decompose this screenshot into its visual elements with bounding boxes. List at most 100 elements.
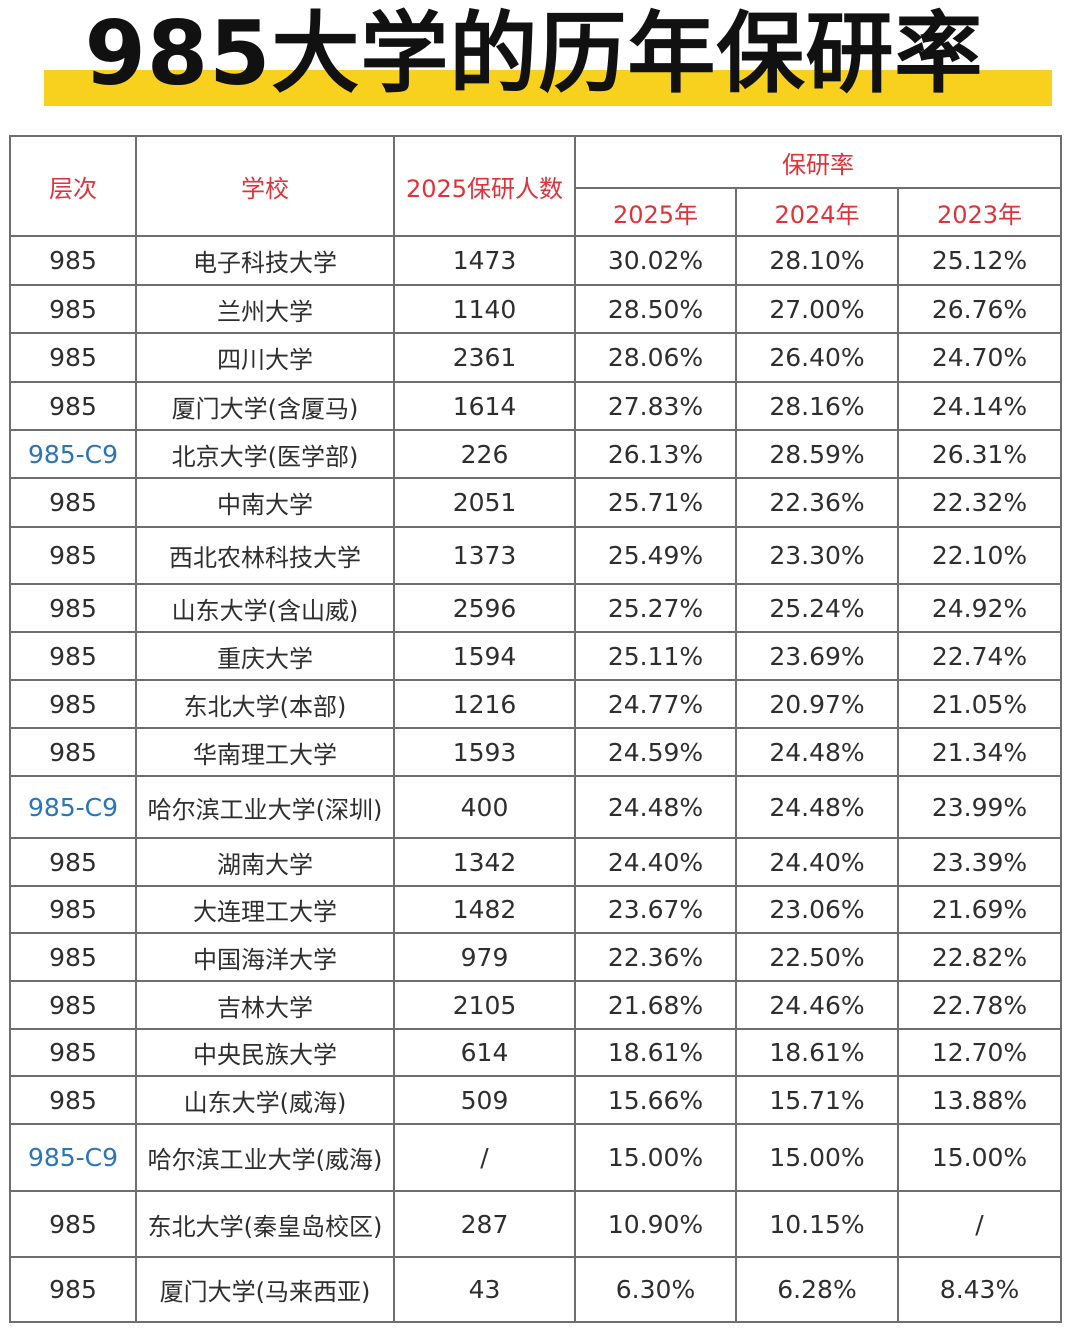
cell-rate-2023: 24.92% [896,583,1063,633]
cell-rate-2023: 26.76% [896,284,1063,334]
cell-tier: 985 [9,1190,137,1258]
table-row: 985 山东大学(威海) 509 15.66% 15.71% 13.88% [9,1075,1063,1125]
table-row: 985 山东大学(含山威) 2596 25.27% 25.24% 24.92% [9,583,1063,633]
cell-rate-2025: 25.71% [574,477,737,528]
cell-school: 山东大学(含山威) [135,583,395,633]
cell-rate-2023: 23.99% [896,775,1063,839]
table-row: 985-C9 哈尔滨工业大学(威海)/15.00% 15.00% 15.00% [9,1123,1063,1192]
cell-tier: 985 [9,932,137,982]
cell-rate-2025: 6.30% [574,1256,737,1323]
cell-school: 兰州大学 [135,284,395,334]
cell-tier: 985 [9,332,137,383]
cell-school: 厦门大学(马来西亚) [135,1256,395,1323]
cell-rate-2023: 25.12% [896,235,1063,286]
cell-rate-2023: 24.14% [896,381,1063,431]
title-area: 985大学的历年保研率 [0,0,1068,112]
cell-rate-2024: 23.69% [735,631,899,681]
header-rate-group: 保研率 [573,135,1063,189]
cell-rate-2024: 24.48% [735,775,899,839]
cell-count: 1216 [393,679,576,729]
cell-rate-2023: 24.70% [896,332,1063,383]
cell-rate-2025: 15.00% [574,1123,737,1192]
cell-tier: 985 [9,1075,137,1125]
cell-rate-2024: 24.40% [735,837,899,887]
cell-rate-2024: 24.48% [735,727,899,777]
cell-rate-2023: 22.32% [896,477,1063,528]
cell-tier: 985 [9,631,137,681]
table-row: 985 东北大学(本部) 1216 24.77% 20.97% 21.05% [9,679,1063,729]
cell-rate-2025: 26.13% [574,429,737,479]
cell-rate-2023: 12.70% [896,1028,1063,1077]
cell-rate-2024: 20.97% [735,679,899,729]
cell-school: 四川大学 [135,332,395,383]
cell-count: 1140 [393,284,576,334]
table-row: 985 西北农林科技大学 1373 25.49% 23.30% 22.10% [9,526,1063,585]
table-row: 985-C9 北京大学(医学部) 226 26.13% 28.59% 26.31% [9,429,1063,479]
cell-tier: 985 [9,583,137,633]
cell-count: 43 [393,1256,576,1323]
cell-count: 2051 [393,477,576,528]
cell-rate-2024: 25.24% [735,583,899,633]
table-row: 985-C9 哈尔滨工业大学(深圳) 400 24.48% 24.48% 23.99% [9,775,1063,839]
table-row: 985 四川大学 2361 28.06% 26.40% 24.70% [9,332,1063,383]
cell-school: 厦门大学(含厦马) [135,381,395,431]
cell-rate-2024: 24.46% [735,980,899,1030]
table-row: 985 厦门大学(马来西亚) 43 6.30% 6.28% 8.43% [9,1256,1063,1323]
cell-count: / [393,1123,576,1192]
cell-rate-2023: 13.88% [896,1075,1063,1125]
cell-rate-2025: 28.06% [574,332,737,383]
cell-count: 2105 [393,980,576,1030]
table-row: 985 大连理工大学 1482 23.67% 23.06% 21.69% [9,885,1063,934]
cell-rate-2025: 25.11% [574,631,737,681]
cell-rate-2024: 27.00% [735,284,899,334]
table-row: 985 湖南大学 1342 24.40% 24.40% 23.39% [9,837,1063,887]
cell-rate-2025: 24.59% [574,727,737,777]
cell-rate-2025: 24.48% [574,775,737,839]
table-row: 985 电子科技大学 1473 30.02% 28.10% 25.12% [9,235,1063,286]
cell-count: 509 [393,1075,576,1125]
cell-school: 东北大学(秦皇岛校区) [135,1190,395,1258]
cell-count: 1342 [393,837,576,887]
table-row: 985 中央民族大学 614 18.61% 18.61% 12.70% [9,1028,1063,1077]
cell-rate-2025: 23.67% [574,885,737,934]
cell-count: 1482 [393,885,576,934]
cell-rate-2025: 10.90% [574,1190,737,1258]
cell-rate-2025: 22.36% [574,932,737,982]
cell-tier: 985 [9,1256,137,1323]
cell-rate-2024: 22.36% [735,477,899,528]
header-tier: 层次 [9,135,137,237]
cell-rate-2024: 28.59% [735,429,899,479]
cell-rate-2024: 28.10% [735,235,899,286]
cell-count: 614 [393,1028,576,1077]
table-row: 985 华南理工大学 1593 24.59% 24.48% 21.34% [9,727,1063,777]
cell-rate-2024: 23.06% [735,885,899,934]
cell-school: 山东大学(威海) [135,1075,395,1125]
table-row: 985 中国海洋大学 979 22.36% 22.50% 22.82% [9,932,1063,982]
table-body: 985 电子科技大学 1473 30.02% 28.10% 25.12% 985 兰州大学 11… [9,235,1063,1323]
cell-rate-2025: 24.77% [574,679,737,729]
cell-rate-2024: 18.61% [735,1028,899,1077]
cell-rate-2023: 15.00% [896,1123,1063,1192]
cell-school: 大连理工大学 [135,885,395,934]
cell-tier: 985 [9,980,137,1030]
cell-tier: 985 [9,235,137,286]
cell-tier: 985 [9,679,137,729]
cell-rate-2023: / [896,1190,1063,1258]
title-highlight-bar [44,70,1052,106]
cell-school: 中国海洋大学 [135,932,395,982]
cell-tier: 985 [9,885,137,934]
cell-rate-2023: 26.31% [896,429,1063,479]
cell-tier: 985 [9,284,137,334]
cell-school: 中央民族大学 [135,1028,395,1077]
cell-count: 2361 [393,332,576,383]
header-year-2025: 2025年 [574,187,737,237]
table-row: 985 重庆大学 1594 25.11% 23.69% 22.74% [9,631,1063,681]
cell-rate-2023: 22.10% [896,526,1063,585]
cell-rate-2025: 28.50% [574,284,737,334]
cell-school: 东北大学(本部) [135,679,395,729]
cell-count: 1373 [393,526,576,585]
cell-count: 1594 [393,631,576,681]
header-school: 学校 [135,135,395,237]
cell-count: 400 [393,775,576,839]
cell-school: 吉林大学 [135,980,395,1030]
